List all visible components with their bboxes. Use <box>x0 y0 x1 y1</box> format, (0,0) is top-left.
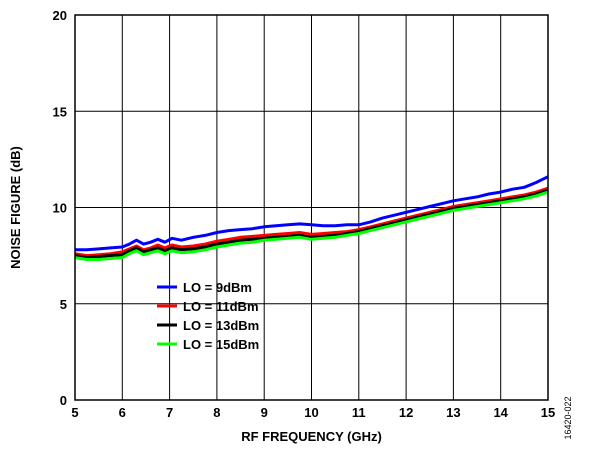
legend-label: LO = 9dBm <box>183 280 252 295</box>
figure-id: 16420-022 <box>563 396 573 439</box>
series-line-4 <box>74 190 549 261</box>
series-line-3 <box>74 188 549 260</box>
x-tick-label: 11 <box>352 405 366 420</box>
x-tick-label: 7 <box>166 405 173 420</box>
y-axis-label: NOISE FIGURE (dB) <box>8 146 23 269</box>
y-tick-label: 20 <box>53 8 67 23</box>
y-tick-label: 15 <box>53 104 67 119</box>
x-tick-label: 9 <box>261 405 268 420</box>
legend-label: LO = 11dBm <box>183 299 259 314</box>
y-tick-label: 0 <box>60 393 67 408</box>
x-tick-label: 12 <box>399 405 413 420</box>
x-tick-label: 5 <box>71 405 78 420</box>
y-tick-label: 5 <box>60 297 67 312</box>
legend: LO = 9dBm LO = 11dBm LO = 13dBm LO = 15dBm <box>157 280 259 352</box>
plot-frame <box>74 14 549 401</box>
x-axis-label: RF FREQUENCY (GHz) <box>241 429 382 444</box>
y-tick-label: 10 <box>53 201 67 216</box>
legend-label: LO = 13dBm <box>183 318 259 333</box>
series-line-2 <box>74 186 549 258</box>
legend-label: LO = 15dBm <box>183 337 259 352</box>
x-tick-label: 6 <box>119 405 126 420</box>
x-tick-label: 13 <box>446 405 460 420</box>
x-tick-label: 8 <box>213 405 220 420</box>
x-tick-label: 14 <box>493 405 508 420</box>
series-line-1 <box>75 175 549 252</box>
x-tick-label: 15 <box>541 405 555 420</box>
x-tick-label: 10 <box>304 405 318 420</box>
series-lines <box>74 175 549 261</box>
